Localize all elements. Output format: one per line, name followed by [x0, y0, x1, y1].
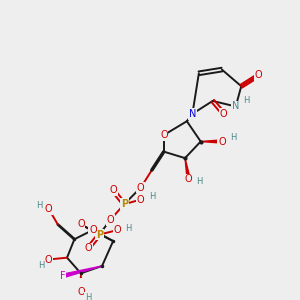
Text: O: O — [137, 195, 145, 205]
Text: O: O — [218, 136, 226, 146]
Text: N: N — [189, 109, 196, 119]
Text: P: P — [121, 199, 128, 209]
Text: H: H — [38, 260, 44, 269]
Text: O: O — [109, 185, 117, 195]
Text: O: O — [45, 254, 52, 265]
Text: O: O — [137, 183, 145, 193]
Polygon shape — [79, 273, 82, 292]
Text: O: O — [84, 243, 92, 254]
Text: H: H — [244, 96, 250, 105]
Text: H: H — [196, 177, 203, 186]
Text: P: P — [96, 230, 103, 240]
Polygon shape — [201, 140, 222, 143]
Text: O: O — [185, 174, 193, 184]
Text: H: H — [149, 192, 155, 201]
Text: F: F — [60, 271, 65, 281]
Text: H: H — [85, 293, 92, 300]
Text: O: O — [89, 225, 97, 235]
Text: O: O — [45, 204, 52, 214]
Text: N: N — [232, 101, 239, 112]
Text: O: O — [106, 215, 114, 225]
Text: O: O — [114, 225, 122, 235]
Text: H: H — [230, 133, 236, 142]
Text: H: H — [36, 201, 43, 210]
Text: H: H — [126, 224, 132, 233]
Text: O: O — [220, 109, 228, 119]
Text: O: O — [77, 287, 85, 297]
Polygon shape — [62, 266, 102, 278]
Text: O: O — [160, 130, 168, 140]
Polygon shape — [185, 158, 190, 180]
Text: O: O — [77, 220, 85, 230]
Text: O: O — [255, 70, 262, 80]
